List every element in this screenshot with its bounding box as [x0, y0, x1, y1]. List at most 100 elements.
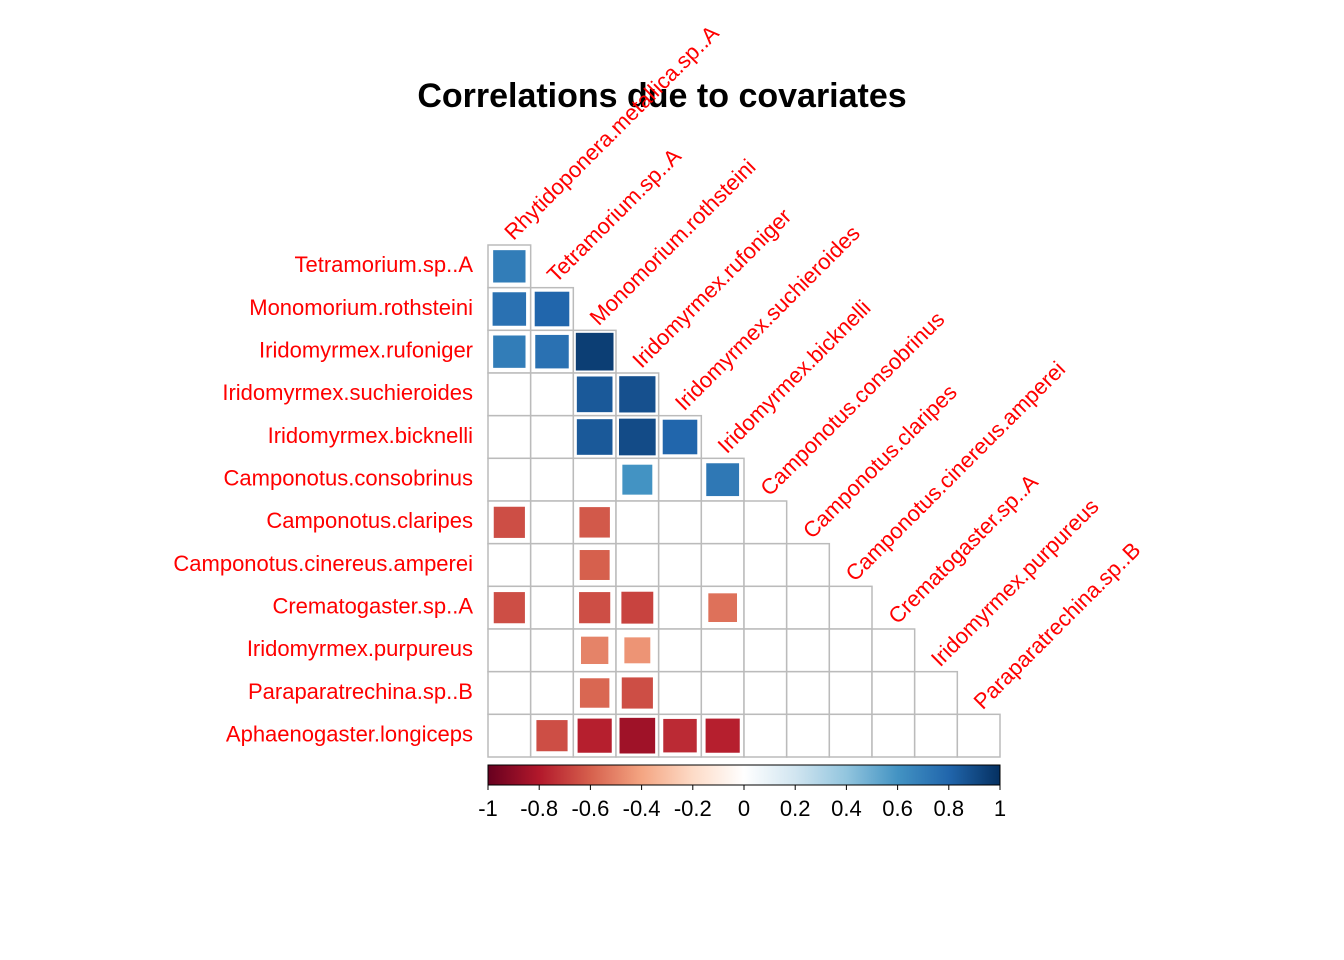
- cell: [913, 670, 959, 716]
- colorbar-tick-label: -0.4: [623, 796, 661, 821]
- corr-square: [580, 636, 609, 665]
- cell: [529, 585, 575, 630]
- corr-square: [576, 419, 613, 455]
- corr-square: [579, 550, 610, 580]
- cell: [700, 670, 745, 716]
- column-label: Paraparatrechina.sp..B: [969, 537, 1146, 714]
- corr-square: [618, 418, 656, 456]
- cell: [828, 713, 873, 758]
- cell: [871, 713, 916, 758]
- corr-square: [579, 592, 611, 624]
- cell: [743, 628, 788, 673]
- corr-square: [534, 291, 570, 327]
- cell: [743, 500, 788, 545]
- row-label: Iridomyrmex.bicknelli: [268, 423, 473, 448]
- row-label: Iridomyrmex.suchieroides: [222, 380, 473, 405]
- colorbar-tick-label: 0.2: [780, 796, 811, 821]
- corr-square: [492, 292, 527, 326]
- cell: [615, 500, 660, 545]
- corr-square: [705, 718, 740, 753]
- cell: [785, 585, 831, 630]
- cell: [529, 542, 575, 588]
- colorbar-tick-label: -1: [478, 796, 498, 821]
- cell: [657, 542, 703, 588]
- colorbar: [487, 764, 1001, 786]
- cell: [785, 713, 831, 758]
- corr-square: [535, 334, 569, 369]
- cell: [529, 628, 575, 673]
- row-label: Paraparatrechina.sp..B: [248, 679, 473, 704]
- cell: [529, 457, 575, 502]
- cell: [529, 500, 575, 545]
- cell: [487, 414, 532, 460]
- colorbar-tick-label: -0.2: [674, 796, 712, 821]
- row-label: Camponotus.consobrinus: [224, 465, 473, 490]
- column-label: Iridomyrmex.purpureus: [926, 494, 1104, 672]
- cell: [743, 542, 788, 588]
- cell: [529, 414, 575, 460]
- cell: [572, 457, 617, 502]
- cell: [487, 457, 532, 502]
- corr-square: [622, 464, 653, 495]
- row-label: Camponotus.claripes: [266, 508, 473, 533]
- column-label: Monomorium.rothsteini: [585, 154, 761, 330]
- cell: [657, 628, 703, 673]
- cell: [700, 628, 745, 673]
- cell: [657, 500, 703, 545]
- row-label: Iridomyrmex.purpureus: [247, 636, 473, 661]
- cell: [743, 713, 788, 758]
- cell: [913, 713, 959, 758]
- corr-square: [624, 637, 651, 664]
- column-label: Iridomyrmex.rufoniger: [627, 204, 796, 373]
- cell: [743, 670, 788, 716]
- colorbar-tick-label: 0: [738, 796, 750, 821]
- cell: [657, 585, 703, 630]
- colorbar-tick-label: -0.6: [571, 796, 609, 821]
- cell: [871, 670, 916, 716]
- corr-square: [621, 591, 654, 624]
- corr-square: [536, 720, 568, 752]
- corr-square: [493, 250, 526, 283]
- cell: [828, 585, 873, 630]
- cell: [529, 670, 575, 716]
- corr-square: [493, 506, 525, 538]
- chart-title: Correlations due to covariates: [417, 77, 906, 115]
- corr-square: [619, 717, 656, 754]
- corr-square: [579, 678, 610, 708]
- corr-square: [708, 593, 738, 623]
- row-label: Tetramorium.sp..A: [295, 252, 474, 277]
- cell: [487, 713, 532, 758]
- row-label: Camponotus.cinereus.amperei: [173, 551, 473, 576]
- cell: [828, 670, 873, 716]
- cell: [956, 713, 1001, 758]
- cell: [487, 670, 532, 716]
- colorbar-tick-label: -0.8: [520, 796, 558, 821]
- cell: [487, 628, 532, 673]
- row-label: Iridomyrmex.rufoniger: [259, 337, 473, 362]
- cell: [529, 372, 575, 417]
- column-label: Camponotus.claripes: [798, 379, 962, 543]
- corr-square: [662, 419, 698, 455]
- corr-square: [663, 718, 697, 753]
- corr-square: [576, 376, 613, 413]
- cell: [828, 628, 873, 673]
- corr-square: [493, 592, 525, 624]
- row-label: Monomorium.rothsteini: [249, 295, 473, 320]
- cell: [700, 500, 745, 545]
- corr-square: [579, 507, 610, 538]
- cell: [785, 628, 831, 673]
- cell: [657, 457, 703, 502]
- column-label: Iridomyrmex.bicknelli: [713, 295, 876, 458]
- corr-square: [577, 718, 612, 753]
- cell: [487, 542, 532, 588]
- cell: [700, 542, 745, 588]
- corr-square: [575, 332, 614, 371]
- cell: [615, 542, 660, 588]
- cell: [487, 372, 532, 417]
- column-label: Crematogaster.sp..A: [883, 469, 1043, 629]
- cell: [785, 670, 831, 716]
- colorbar-tick-label: 0.8: [934, 796, 965, 821]
- cell: [743, 585, 788, 630]
- colorbar-tick-label: 0.6: [882, 796, 913, 821]
